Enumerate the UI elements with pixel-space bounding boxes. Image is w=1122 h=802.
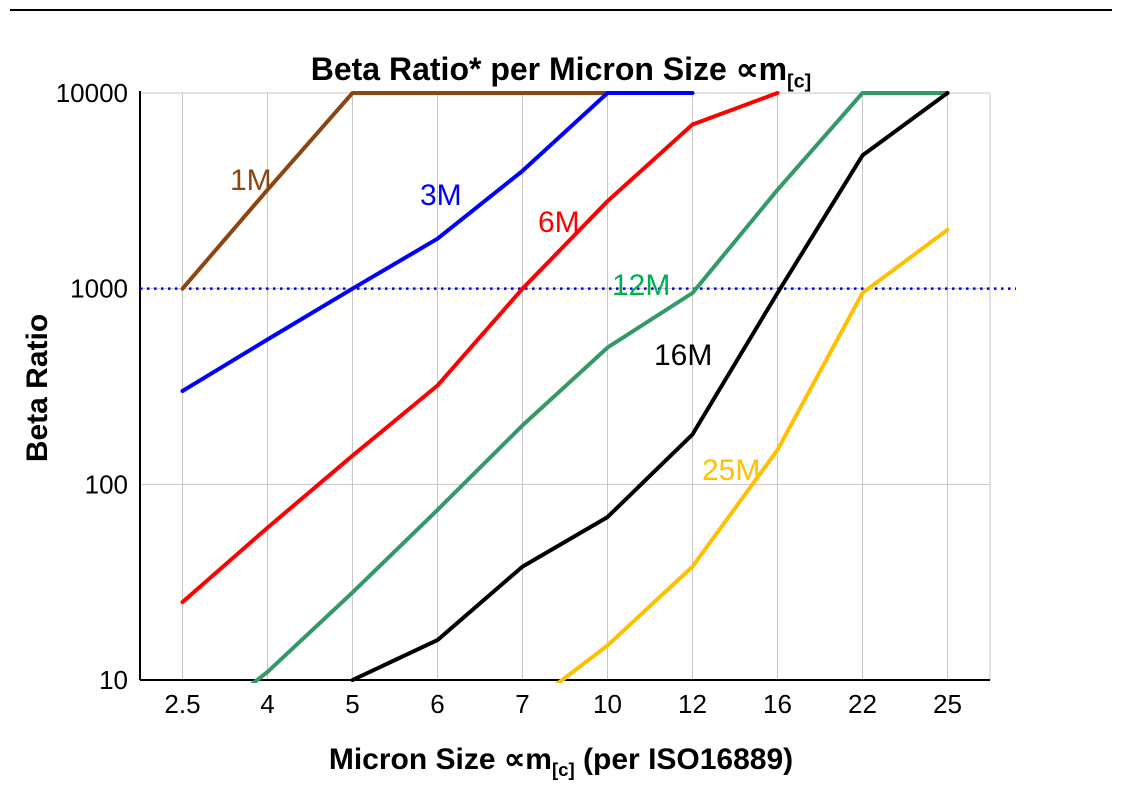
chart-title-text: Beta Ratio* per Micron Size ∝m <box>310 51 788 87</box>
series-label-16M: 16M <box>654 339 712 372</box>
series-line-3M <box>180 91 695 393</box>
y-tick-label: 10 <box>99 665 128 695</box>
series-label-3M: 3M <box>420 179 462 212</box>
y-tick-label: 10000 <box>56 78 128 108</box>
x-axis-title: Micron Size ∝m[c] (per ISO16889) <box>0 742 1122 781</box>
x-tick-label: 16 <box>763 689 792 719</box>
x-tick-label: 22 <box>848 689 877 719</box>
series-label-12M: 12M <box>612 269 670 302</box>
x-axis-title-suffix: (per ISO16889) <box>574 743 794 776</box>
series-label-6M: 6M <box>538 206 580 239</box>
y-tick-label: 100 <box>85 469 128 499</box>
x-tick-label: 4 <box>260 689 274 719</box>
series-group <box>180 91 950 683</box>
series-line-12M <box>250 91 950 683</box>
x-tick-label: 10 <box>593 689 622 719</box>
series-label-1M: 1M <box>230 164 272 197</box>
x-tick-label: 5 <box>345 689 359 719</box>
y-tick-label: 1000 <box>70 274 128 304</box>
chart-title: Beta Ratio* per Micron Size ∝m[c] <box>0 50 1122 93</box>
x-tick-label: 7 <box>515 689 529 719</box>
x-tick-label: 12 <box>678 689 707 719</box>
x-tick-label: 6 <box>430 689 444 719</box>
series-line-25M <box>555 227 950 683</box>
series-line-6M <box>180 91 780 605</box>
chart-title-subscript: [c] <box>787 70 812 93</box>
x-axis-title-subscript: [c] <box>551 759 575 780</box>
x-tick-label: 2.5 <box>164 689 200 719</box>
series-label-25M: 25M <box>702 454 760 487</box>
series-line-1M <box>180 91 610 291</box>
series-line-16M <box>350 91 950 682</box>
chart-border-top <box>10 9 1112 11</box>
x-axis-title-text: Micron Size ∝m <box>328 743 552 776</box>
x-tick-label: 25 <box>933 689 962 719</box>
